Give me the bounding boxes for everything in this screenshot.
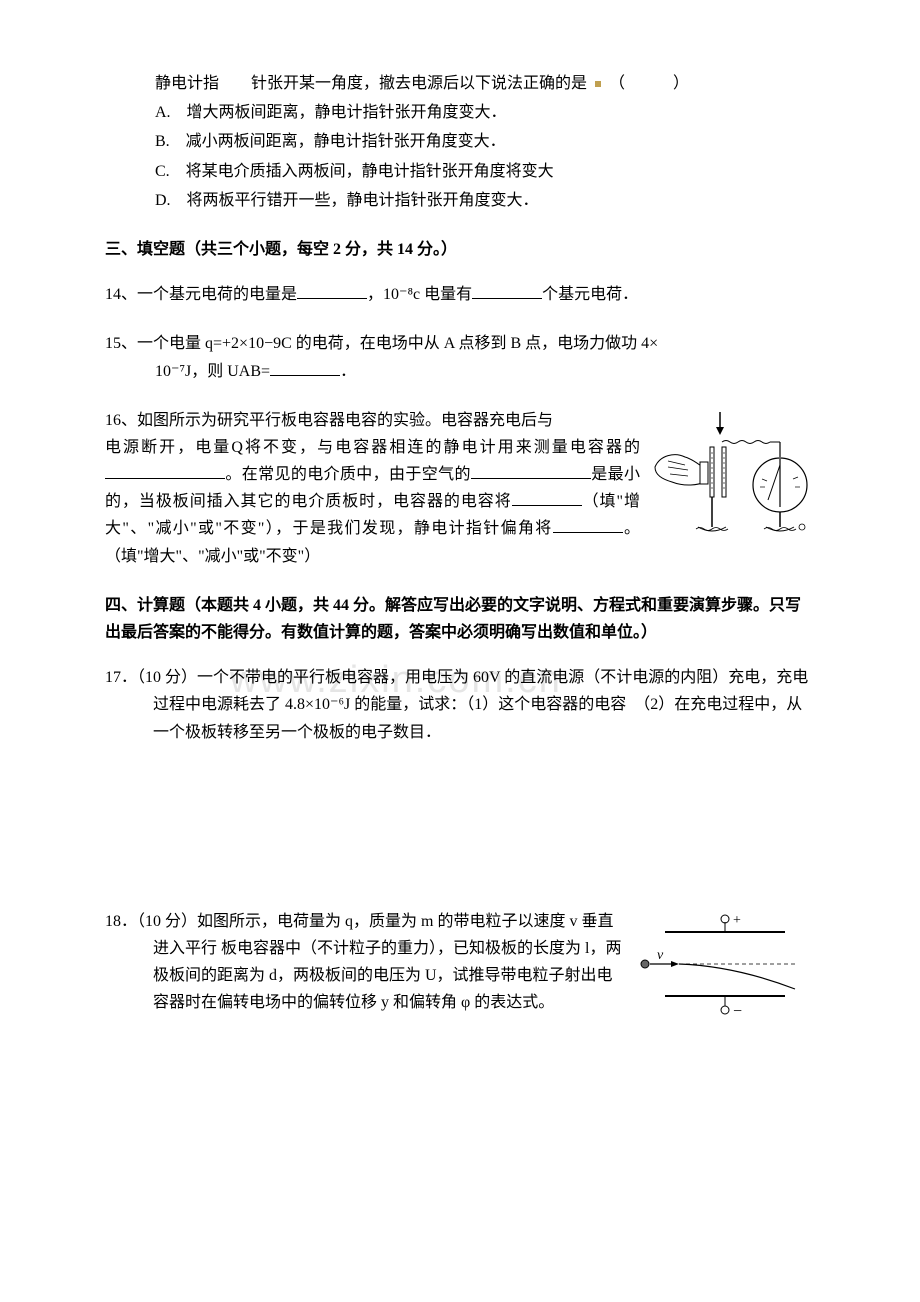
q13-text: 静电计指 针张开某一角度，撤去电源后以下说法正确的是 xyxy=(155,75,587,92)
blank-q16-4 xyxy=(553,532,623,533)
q16-figure xyxy=(650,407,815,570)
option-A: A. 增大两板间距离，静电计指针张开角度变大． xyxy=(105,99,815,126)
blank-q16-3 xyxy=(512,505,582,506)
q13-statement: 静电计指 针张开某一角度，撤去电源后以下说法正确的是 （ ） xyxy=(105,70,815,97)
blank-q14-2 xyxy=(472,298,542,299)
q14-pre: 14、一个基元电荷的电量是 xyxy=(105,286,297,303)
question-14: 14、一个基元电荷的电量是 ，10⁻⁸c 电量有 个基元电荷． xyxy=(105,281,815,308)
question-17: 17．（10 分）一个不带电的平行板电容器，用电压为 60V 的直流电源（不计电… xyxy=(105,664,815,746)
option-B: B. 减小两板间距离，静电计指针张开角度变大． xyxy=(105,128,815,155)
q14-post: 个基元电荷． xyxy=(542,286,638,303)
q15-line2-pre: 10⁻⁷J，则 UAB= xyxy=(155,363,270,380)
marker-dot xyxy=(595,81,601,87)
section-4-header: 四、计算题（本题共 4 小题，共 44 分。解答应写出必要的文字说明、方程式和重… xyxy=(105,592,815,646)
q14-mid: ，10⁻⁸c 电量有 xyxy=(367,286,472,303)
section-3-header: 三、填空题（共三个小题，每空 2 分，共 14 分。） xyxy=(105,236,815,263)
deflection-diagram: + − v xyxy=(635,914,815,1024)
q16-text: 16、如图所示为研究平行板电容器电容的实验。电容器充电后与 电源断开，电量Q将不… xyxy=(105,407,640,570)
q16-l1: 16、如图所示为研究平行板电容器电容的实验。电容器充电后与 xyxy=(105,412,553,429)
spacing-gap xyxy=(105,768,815,908)
capacitor-electroscope-diagram xyxy=(650,407,815,557)
q15-line2: 10⁻⁷J，则 UAB= ． xyxy=(105,358,815,385)
blank-q15 xyxy=(270,375,340,376)
q16-l2: 电源断开，电量Q将不变，与电容器相连的静电计用来测量电容器的 xyxy=(105,439,640,456)
q18-figure: + − v xyxy=(635,908,815,1033)
blank-q16-2 xyxy=(471,478,591,479)
q17-text: 17．（10 分）一个不带电的平行板电容器，用电压为 60V 的直流电源（不计电… xyxy=(105,664,815,746)
q18-text: 18．（10 分）如图所示，电荷量为 q，质量为 m 的带电粒子以速度 v 垂直… xyxy=(105,908,625,1033)
question-18: 18．（10 分）如图所示，电荷量为 q，质量为 m 的带电粒子以速度 v 垂直… xyxy=(105,908,815,1033)
q15-line2-post: ． xyxy=(340,363,356,380)
v-label: v xyxy=(657,948,664,963)
plus-label: + xyxy=(733,914,741,928)
option-C: C. 将某电介质插入两板间，静电计指针张开角度将变大 xyxy=(105,158,815,185)
blank-q14-1 xyxy=(297,298,367,299)
question-15: 15、一个电量 q=+2×10−9C 的电荷，在电场中从 A 点移到 B 点，电… xyxy=(105,330,815,384)
page-content: 静电计指 针张开某一角度，撤去电源后以下说法正确的是 （ ） A. 增大两板间距… xyxy=(105,70,815,1033)
q15-line1: 15、一个电量 q=+2×10−9C 的电荷，在电场中从 A 点移到 B 点，电… xyxy=(105,330,815,357)
q16-l3: 。在常见的电介质中，由于空气的 xyxy=(225,466,471,483)
blank-q16-1 xyxy=(105,478,225,479)
q13-continued: 静电计指 针张开某一角度，撤去电源后以下说法正确的是 （ ） A. 增大两板间距… xyxy=(105,70,815,214)
q13-bracket: （ ） xyxy=(609,75,689,92)
option-D: D. 将两板平行错开一些，静电计指针张开角度变大． xyxy=(105,187,815,214)
question-16: 16、如图所示为研究平行板电容器电容的实验。电容器充电后与 电源断开，电量Q将不… xyxy=(105,407,815,570)
minus-label: − xyxy=(733,1003,742,1020)
q18-l2: 板电容器中（不计粒子的重力），已知极板的长度为 l，两极板间的距离为 d，两极板… xyxy=(153,940,621,1011)
